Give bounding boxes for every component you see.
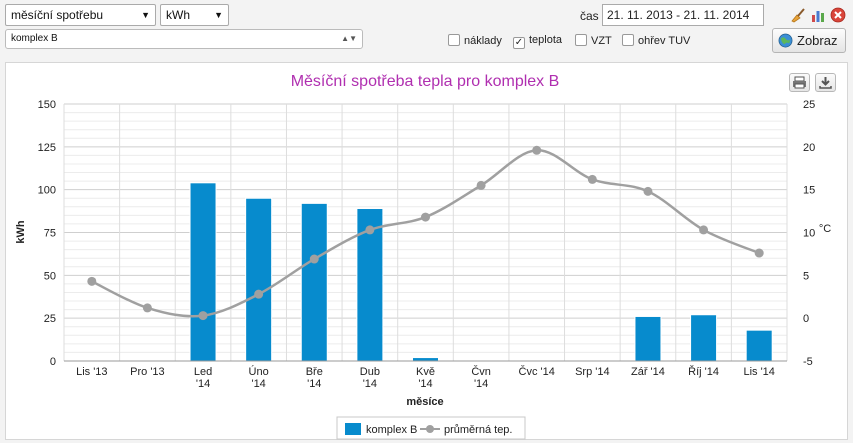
y-axis-label: kWh: [15, 220, 27, 244]
checkmark-icon[interactable]: ✓: [513, 37, 525, 49]
bar-2[interactable]: [189, 182, 217, 362]
x-tick-label: Čvc '14: [519, 365, 555, 378]
chart-title: Měsíční spotřeba tepla pro komplex B: [291, 73, 560, 90]
checkbox-teplota[interactable]: ✓ teplota: [513, 34, 562, 49]
x-tick-label: Lis '13: [76, 366, 107, 378]
checkbox-label: náklady: [464, 35, 502, 47]
y2-axis-label: °C: [819, 223, 831, 235]
checkbox-vzt[interactable]: VZT: [575, 34, 612, 47]
x-tick-label: Pro '13: [130, 366, 165, 378]
x-axis-label: měsíce: [406, 396, 443, 408]
legend-line-marker: [426, 425, 434, 433]
bar-6[interactable]: [412, 357, 439, 362]
bar-4[interactable]: [300, 202, 328, 362]
checkbox-box[interactable]: [622, 34, 634, 46]
x-tick-label: Zář '14: [631, 366, 665, 378]
object-select[interactable]: komplex B ▲▼: [5, 29, 363, 49]
checkbox-label: ohřev TUV: [638, 35, 691, 47]
temperature-point-6[interactable]: [421, 212, 430, 222]
x-tick-label: Srp '14: [575, 366, 610, 378]
close-icon[interactable]: [830, 7, 846, 23]
temperature-point-0[interactable]: [87, 276, 97, 286]
x-tick-label: Led '14: [194, 366, 212, 390]
temperature-point-1[interactable]: [142, 303, 152, 313]
temperature-point-11[interactable]: [699, 225, 709, 235]
checkbox-label: teplota: [529, 34, 563, 46]
broom-icon[interactable]: [790, 7, 806, 23]
y-tick-label: 125: [38, 142, 56, 154]
y-tick-label: 25: [44, 313, 56, 325]
checkbox-label: VZT: [591, 35, 612, 47]
y2-tick-label: 20: [803, 142, 815, 154]
chart-legend: komplex B průměrná tep.: [336, 416, 526, 440]
temperature-point-8[interactable]: [532, 145, 542, 155]
show-button-label: Zobraz: [797, 33, 838, 48]
y2-tick-label: 15: [803, 185, 815, 197]
dropdown-arrow-icon: ▼: [214, 10, 223, 20]
chart-grid: [63, 103, 788, 362]
print-icon: [793, 76, 806, 89]
y-tick-label: 50: [44, 270, 56, 282]
temperature-point-5[interactable]: [365, 225, 375, 235]
unit-select[interactable]: kWh ▼: [160, 4, 229, 26]
bar-10[interactable]: [634, 315, 662, 362]
x-tick-label: Říj '14: [688, 365, 719, 378]
time-label: čas: [580, 9, 599, 23]
download-icon: [819, 77, 832, 89]
checkbox-naklady[interactable]: náklady: [448, 34, 502, 47]
temperature-point-3[interactable]: [254, 289, 264, 299]
metric-select-value: měsíční spotřebu: [11, 8, 104, 22]
date-range-input[interactable]: 21. 11. 2013 - 21. 11. 2014: [602, 4, 764, 26]
object-select-value: komplex B: [11, 33, 58, 44]
x-tick-label: Úno '14: [249, 365, 269, 390]
updown-arrow-icon: ▲▼: [341, 34, 357, 43]
y2-tick-label: 10: [803, 228, 815, 240]
temperature-point-10[interactable]: [643, 186, 653, 196]
y-tick-label: 75: [44, 228, 56, 240]
x-tick-label: Kvě '14: [416, 366, 435, 390]
x-tick-label: Čvn '14: [471, 365, 491, 390]
x-tick-label: Bře '14: [306, 366, 323, 390]
chart-panel: [5, 62, 848, 440]
globe-icon: [778, 33, 793, 48]
y-tick-label: 150: [38, 99, 56, 111]
bar-series: [78, 182, 773, 362]
chart-axes: 0 25 50 75 100 125 150 -5 0 5 10 15 20 25 Lis '13 Pro '…: [38, 99, 816, 390]
y2-tick-label: 0: [803, 313, 809, 325]
legend-bar-swatch: [345, 423, 361, 435]
download-button[interactable]: [815, 73, 836, 92]
temperature-point-9[interactable]: [587, 174, 597, 184]
bar-3[interactable]: [245, 197, 273, 362]
bar-chart-icon[interactable]: [810, 7, 826, 23]
checkbox-box[interactable]: [448, 34, 460, 46]
print-button[interactable]: [789, 73, 810, 92]
x-tick-label: Lis '14: [743, 366, 774, 378]
checkbox-box[interactable]: [575, 34, 587, 46]
x-tick-label: Dub '14: [360, 366, 380, 390]
temperature-point-2[interactable]: [198, 311, 208, 321]
unit-select-value: kWh: [166, 8, 190, 22]
y-tick-label: 100: [38, 185, 56, 197]
checkbox-ohrev-tuv[interactable]: ohřev TUV: [622, 34, 690, 47]
bar-11[interactable]: [690, 314, 718, 362]
legend-line-label[interactable]: průměrná tep.: [444, 424, 512, 436]
dropdown-arrow-icon: ▼: [141, 10, 150, 20]
metric-select[interactable]: měsíční spotřebu ▼: [5, 4, 156, 26]
temperature-point-4[interactable]: [309, 254, 319, 264]
y2-tick-label: -5: [803, 356, 813, 368]
temperature-series: [87, 145, 764, 321]
temperature-point-7[interactable]: [476, 180, 486, 190]
y2-tick-label: 25: [803, 99, 815, 111]
show-button[interactable]: Zobraz: [772, 28, 846, 53]
y2-tick-label: 5: [803, 270, 809, 282]
y-tick-label: 0: [50, 356, 56, 368]
temperature-point-12[interactable]: [754, 248, 764, 258]
legend-bar-label[interactable]: komplex B: [366, 424, 417, 436]
bar-12[interactable]: [745, 329, 773, 362]
